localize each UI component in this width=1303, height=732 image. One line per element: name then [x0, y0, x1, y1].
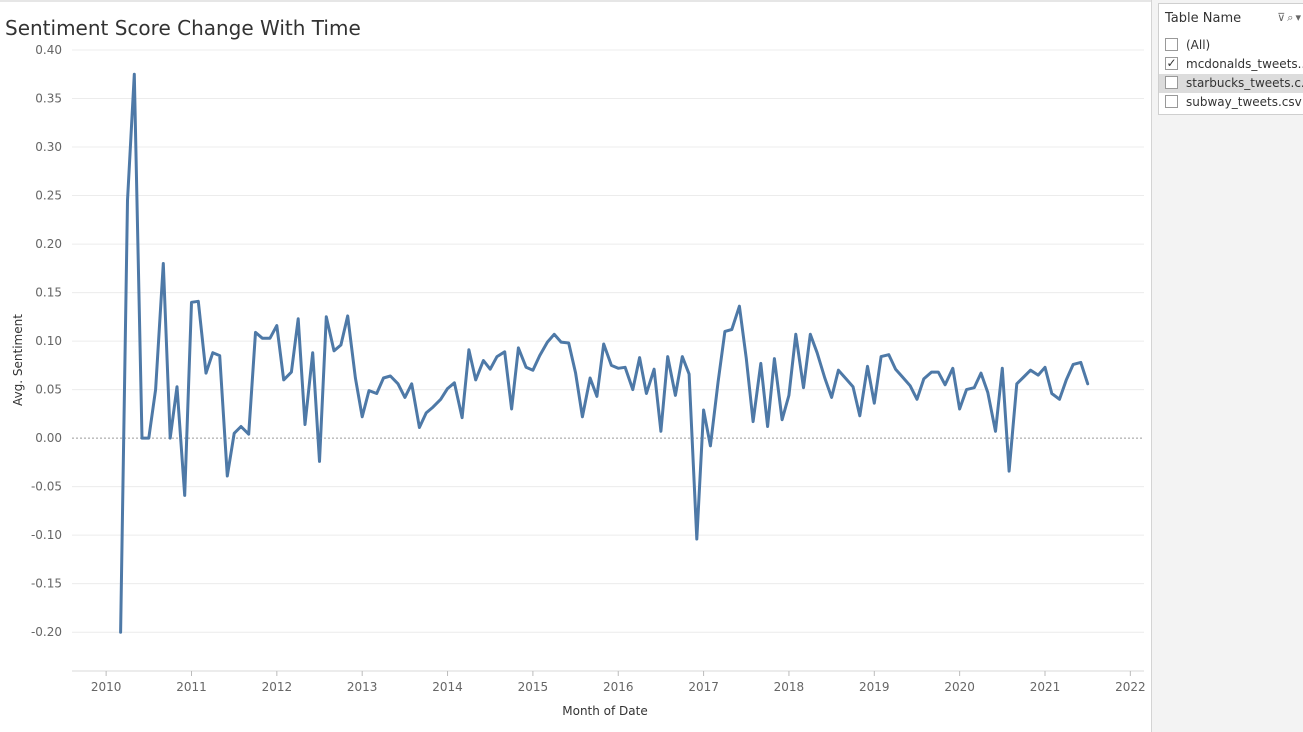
table-name-filter: Table Name ⊽ ⌕ ▾ (All) ✓ mcdonalds_tweets.…: [1158, 3, 1303, 115]
pane-divider: [1151, 0, 1152, 732]
filter-toolbar: ⊽ ⌕ ▾: [1275, 11, 1301, 25]
y-axis-title: Avg. Sentiment: [11, 314, 25, 406]
chart-title: Sentiment Score Change With Time: [5, 16, 361, 40]
filter-item-label: starbucks_tweets.c...: [1186, 76, 1303, 90]
x-axis: [72, 670, 1144, 676]
y-tick-label: 0.20: [35, 237, 62, 251]
gridlines: [72, 49, 1144, 633]
y-tick-label: -0.05: [31, 480, 62, 494]
x-tick-label: 2011: [176, 680, 207, 694]
x-tick-label: 2014: [432, 680, 463, 694]
line-chart: 0.40 0.35 0.30 0.25 0.20 0.15 0.10 0.05 0.00 -0.0…: [11, 43, 1146, 718]
checkbox[interactable]: [1165, 95, 1178, 108]
x-tick-label: 2022: [1115, 680, 1146, 694]
filter-clear-icon[interactable]: ⊽: [1277, 12, 1286, 24]
y-tick-label: 0.15: [35, 286, 62, 300]
top-border: [0, 0, 1151, 2]
x-tick-label: 2021: [1030, 680, 1061, 694]
x-tick-label: 2017: [688, 680, 719, 694]
x-axis-title: Month of Date: [562, 704, 648, 718]
y-tick-label: 0.30: [35, 140, 62, 154]
filter-item-mcdonalds[interactable]: ✓ mcdonalds_tweets...: [1165, 55, 1303, 74]
y-tick-label: 0.40: [35, 43, 62, 57]
x-tick-label: 2015: [518, 680, 549, 694]
x-tick-label: 2020: [944, 680, 975, 694]
y-tick-label: 0.05: [35, 383, 62, 397]
series-line: [119, 72, 1090, 634]
dropdown-icon[interactable]: ▾: [1295, 12, 1301, 24]
checkbox[interactable]: ✓: [1165, 56, 1178, 70]
filter-title: Table Name: [1165, 11, 1242, 26]
x-tick-label: 2012: [262, 680, 293, 694]
x-tick-label: 2019: [859, 680, 890, 694]
x-tick-label: 2010: [91, 680, 122, 694]
checkbox[interactable]: [1165, 38, 1178, 51]
y-tick-label: 0.00: [35, 431, 62, 445]
filter-item-label: (All): [1186, 38, 1211, 52]
filter-item-subway[interactable]: subway_tweets.csv: [1165, 93, 1303, 112]
x-tick-labels: 2010 2011 2012 2013 2014 2015 2016 2017 2018 2019…: [91, 680, 1146, 694]
filter-item-label: mcdonalds_tweets...: [1186, 57, 1303, 71]
x-tick-label: 2018: [774, 680, 805, 694]
y-tick-label: 0.35: [35, 92, 62, 106]
filter-pane: [1152, 0, 1303, 732]
search-icon[interactable]: ⌕: [1287, 12, 1294, 24]
x-tick-label: 2013: [347, 680, 378, 694]
y-tick-labels: 0.40 0.35 0.30 0.25 0.20 0.15 0.10 0.05 0.00 -0.0…: [31, 43, 62, 639]
filter-item-label: subway_tweets.csv: [1186, 95, 1302, 109]
y-tick-label: 0.10: [35, 334, 62, 348]
series-line-path: [119, 72, 1090, 634]
filter-item-all[interactable]: (All): [1165, 36, 1303, 55]
x-tick-label: 2016: [603, 680, 634, 694]
y-tick-label: 0.25: [35, 189, 62, 203]
y-tick-label: -0.20: [31, 625, 62, 639]
y-tick-label: -0.15: [31, 577, 62, 591]
y-tick-label: -0.10: [31, 528, 62, 542]
checkbox[interactable]: [1165, 76, 1178, 89]
filter-item-starbucks[interactable]: starbucks_tweets.c...: [1159, 74, 1303, 93]
